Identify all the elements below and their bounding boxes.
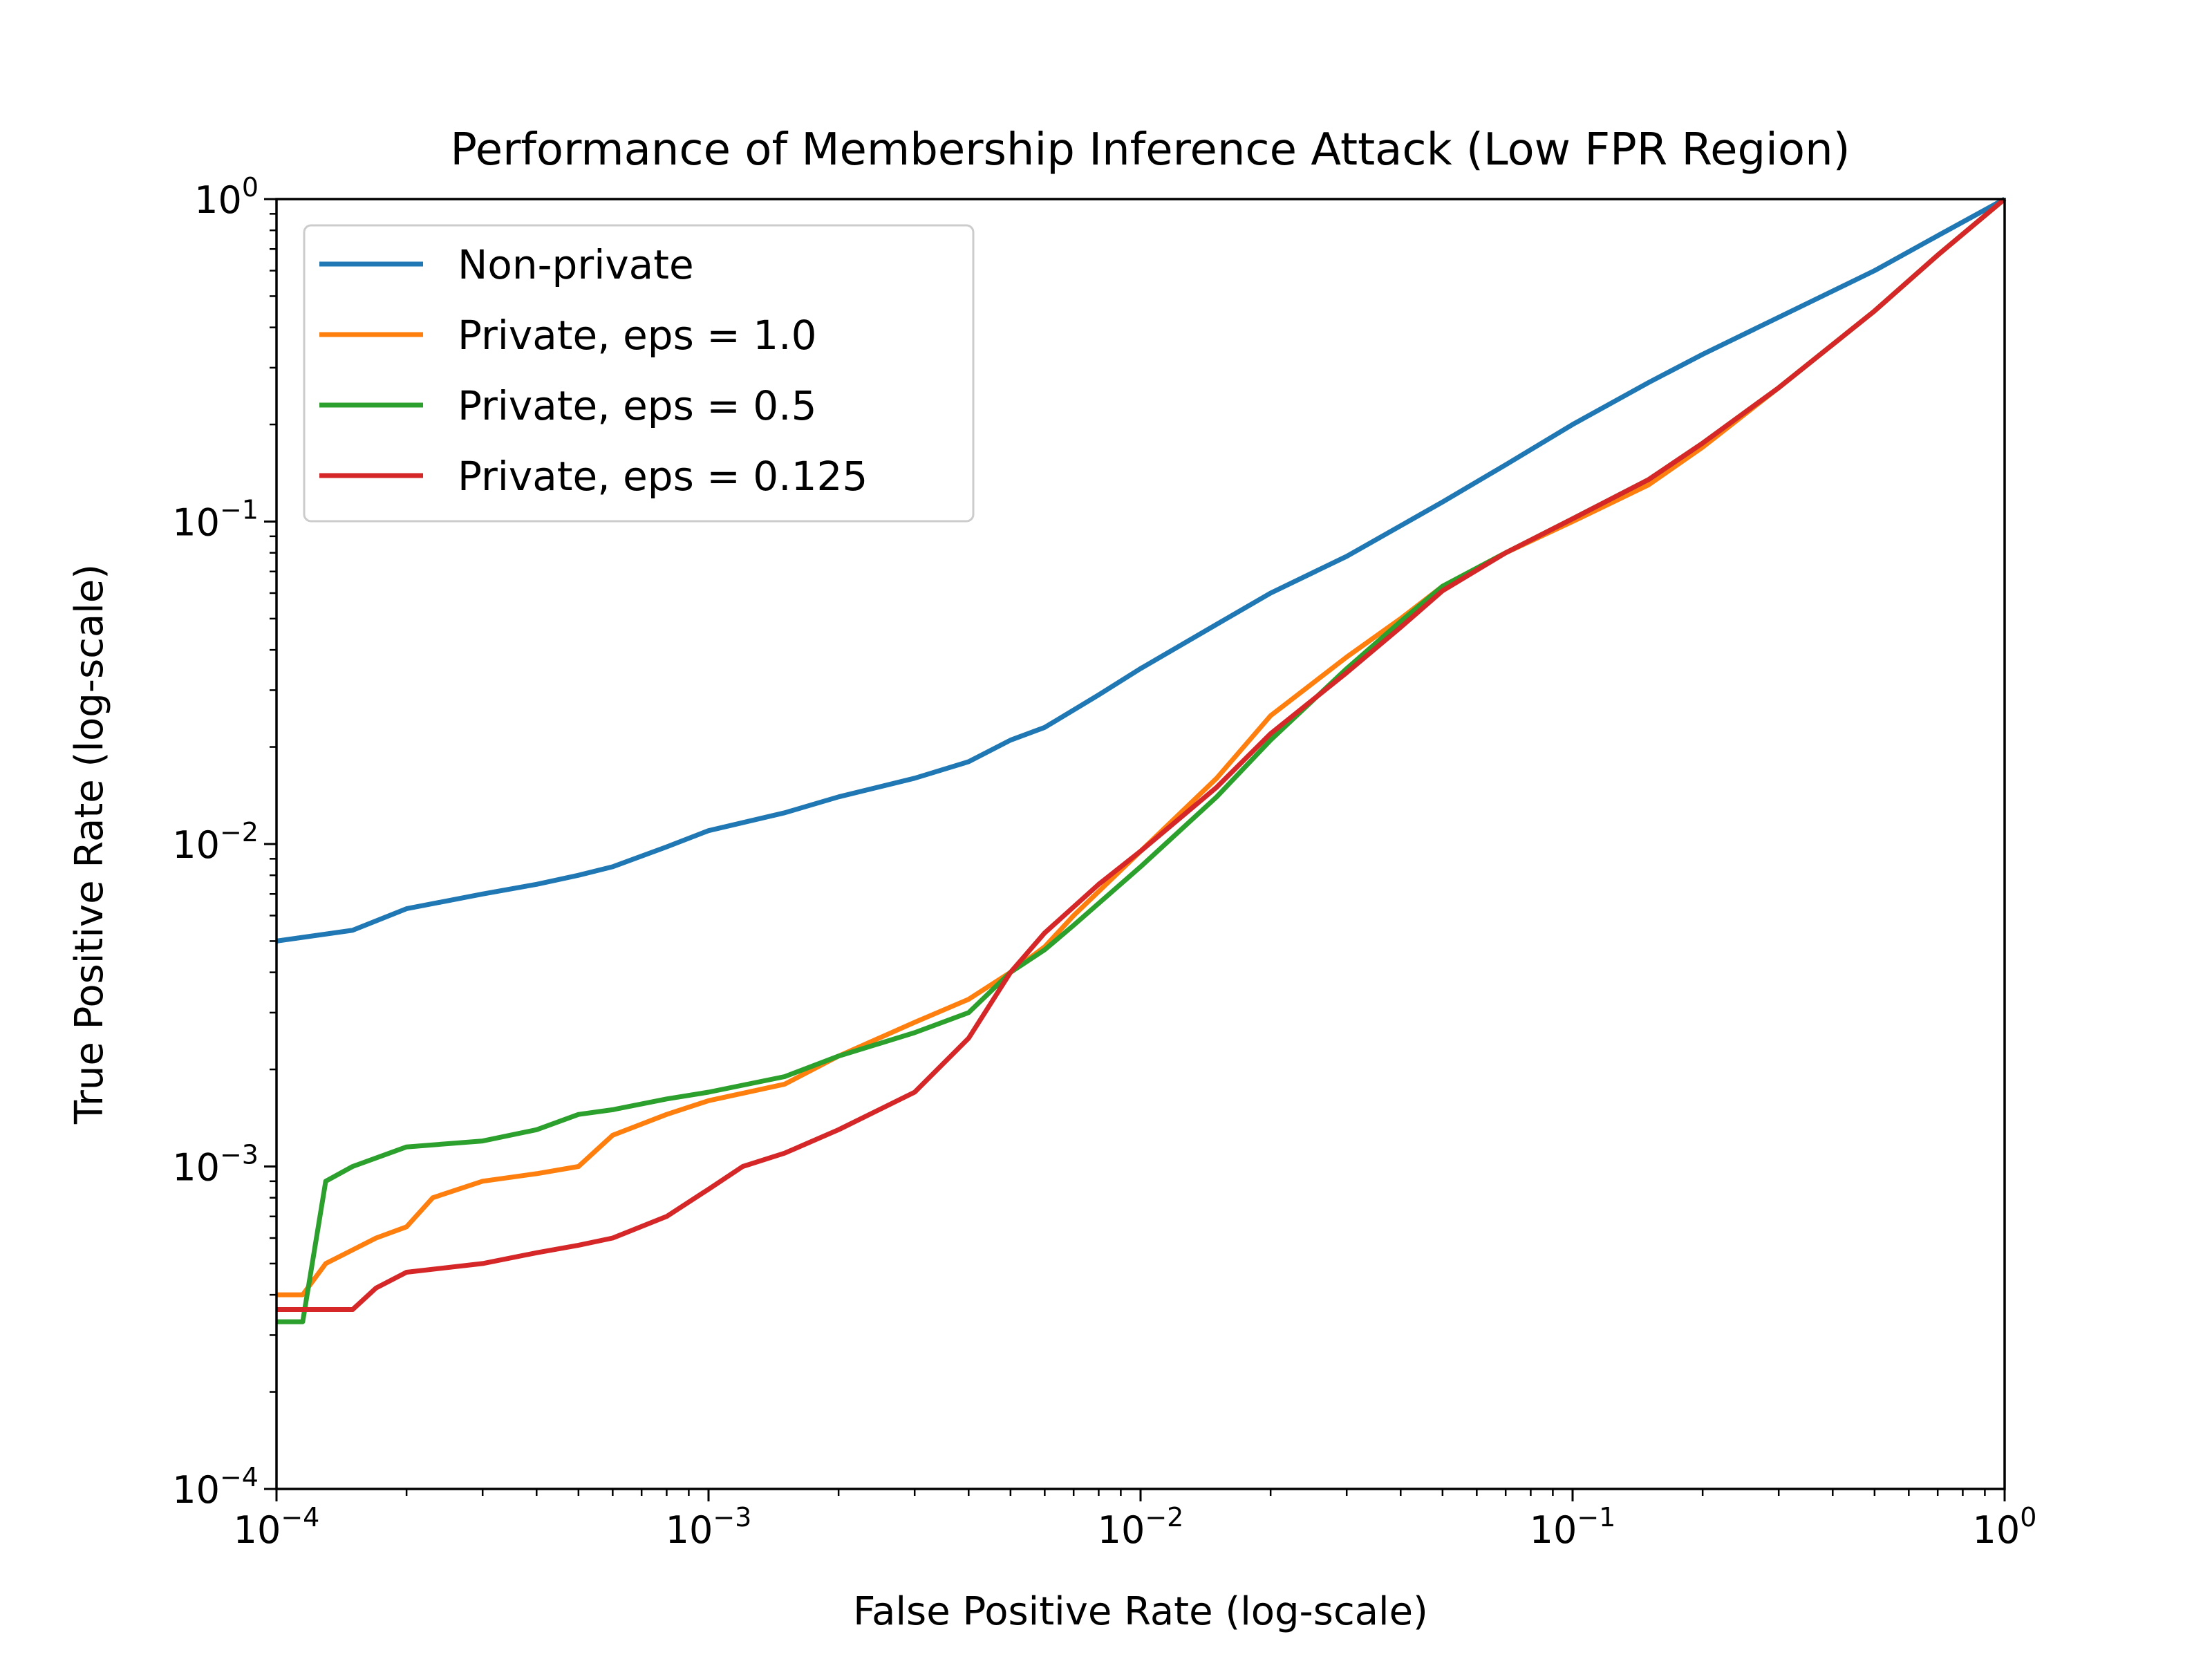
x-tick-label: 10−3 [666, 1502, 752, 1552]
x-tick-label: 10−1 [1530, 1502, 1616, 1552]
x-axis-label: False Positive Rate (log-scale) [853, 1589, 1428, 1634]
chart-title: Performance of Membership Inference Atta… [450, 124, 1850, 176]
ticks-layer: 10−4 10−3 10−2 10−1 100 10−4 10−3 10−2 10−1 100 [172, 172, 2036, 1552]
series-line-0 [276, 196, 2006, 944]
x-tick-label: 10−2 [1098, 1502, 1184, 1552]
series-layer [276, 196, 2007, 1324]
y-axis-label: True Positive Rate (log-scale) [67, 564, 112, 1125]
legend: Non-private Private, eps = 1.0 Private, ep… [303, 224, 975, 523]
y-tick-label: 10−3 [172, 1140, 259, 1190]
legend-label-2: Private, eps = 0.5 [458, 382, 817, 429]
y-tick-label: 10−2 [172, 817, 259, 867]
y-tick-label: 10−4 [172, 1462, 259, 1512]
y-tick-label: 10−1 [172, 495, 259, 545]
series-line-3 [276, 197, 2007, 1312]
y-tick-label: 100 [194, 172, 259, 222]
x-tick-label: 10−4 [234, 1502, 320, 1552]
legend-label-0: Non-private [458, 241, 694, 288]
x-tick-label: 100 [1973, 1502, 2037, 1552]
legend-label-1: Private, eps = 1.0 [458, 312, 817, 359]
legend-label-3: Private, eps = 0.125 [458, 453, 868, 500]
legend-box [303, 224, 975, 523]
